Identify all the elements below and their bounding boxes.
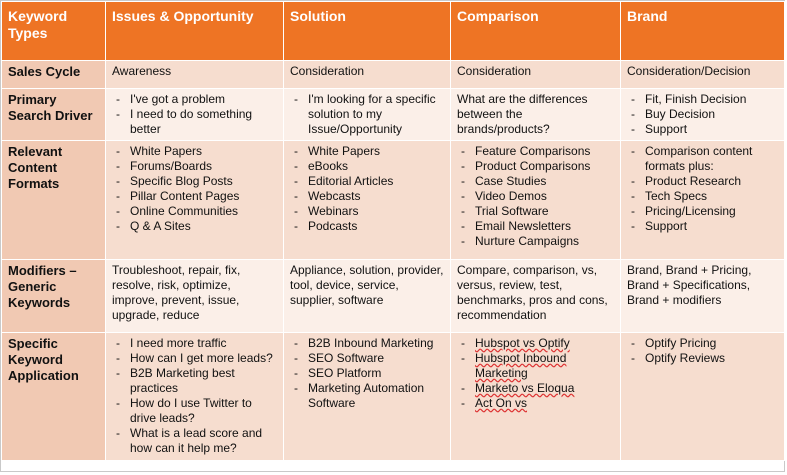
table-cell: Appliance, solution, provider, tool, dev…: [283, 259, 451, 333]
list-item: How can I get more leads?: [112, 351, 277, 366]
list-item: White Papers: [290, 144, 444, 159]
table-cell: I need more traffic How can I get more l…: [105, 332, 284, 461]
list-item: Support: [627, 219, 778, 234]
table-cell: White Papers eBooks Editorial Articles W…: [283, 140, 451, 260]
table-cell: Consideration/Decision: [620, 60, 785, 89]
list-item: Q & A Sites: [112, 219, 277, 234]
table-cell: Troubleshoot, repair, fix, resolve, risk…: [105, 259, 284, 333]
list-item: SEO Software: [290, 351, 444, 366]
list-item: How do I use Twitter to drive leads?: [112, 396, 277, 426]
bullet-list: I'm looking for a specific solution to m…: [290, 92, 444, 137]
list-item: Forums/Boards: [112, 159, 277, 174]
table-cell: B2B Inbound Marketing SEO Software SEO P…: [283, 332, 451, 461]
bullet-list: Hubspot vs Optify Hubspot Inbound Market…: [457, 336, 614, 411]
row-label: Sales Cycle: [1, 60, 106, 89]
list-item: B2B Marketing best practices: [112, 366, 277, 396]
row-label: Modifiers – Generic Keywords: [1, 259, 106, 333]
list-item: Trial Software: [457, 204, 614, 219]
table-cell: White Papers Forums/Boards Specific Blog…: [105, 140, 284, 260]
list-item: Webcasts: [290, 189, 444, 204]
list-item: Webinars: [290, 204, 444, 219]
list-item: Specific Blog Posts: [112, 174, 277, 189]
list-item: Act On vs: [457, 396, 614, 411]
table-row: Specific Keyword Application I need more…: [1, 332, 785, 461]
bullet-list: Fit, Finish Decision Buy Decision Suppor…: [627, 92, 778, 137]
list-item: Support: [627, 122, 778, 137]
row-label: Primary Search Driver: [1, 88, 106, 141]
table-cell: Comparison content formats plus: Product…: [620, 140, 785, 260]
list-item: Pricing/Licensing: [627, 204, 778, 219]
table-cell: Feature Comparisons Product Comparisons …: [450, 140, 621, 260]
list-item: Video Demos: [457, 189, 614, 204]
bullet-list: I need more traffic How can I get more l…: [112, 336, 277, 456]
table-cell: Fit, Finish Decision Buy Decision Suppor…: [620, 88, 785, 141]
table-cell: What are the differences between the bra…: [450, 88, 621, 141]
table-cell: Compare, comparison, vs, versus, review,…: [450, 259, 621, 333]
list-item: Comparison content formats plus:: [627, 144, 778, 174]
header-keyword-types: Keyword Types: [1, 1, 106, 61]
list-item: Podcasts: [290, 219, 444, 234]
table-cell: I'm looking for a specific solution to m…: [283, 88, 451, 141]
list-item: Product Research: [627, 174, 778, 189]
list-item: Hubspot Inbound Marketing: [457, 351, 614, 381]
table-row: Primary Search Driver I've got a problem…: [1, 88, 785, 141]
list-item: I've got a problem: [112, 92, 277, 107]
row-label: Specific Keyword Application: [1, 332, 106, 461]
table-cell: Consideration: [283, 60, 451, 89]
list-item: SEO Platform: [290, 366, 444, 381]
list-item: eBooks: [290, 159, 444, 174]
list-item: Pillar Content Pages: [112, 189, 277, 204]
bullet-list: Feature Comparisons Product Comparisons …: [457, 144, 614, 249]
list-item: White Papers: [112, 144, 277, 159]
list-item: Optify Reviews: [627, 351, 778, 366]
header-issues-opportunity: Issues & Opportunity: [105, 1, 284, 61]
list-item: Marketo vs Eloqua: [457, 381, 614, 396]
list-item: Product Comparisons: [457, 159, 614, 174]
table-row: Relevant Content Formats White Papers Fo…: [1, 140, 785, 260]
list-item: Editorial Articles: [290, 174, 444, 189]
header-row: Keyword Types Issues & Opportunity Solut…: [1, 1, 785, 61]
header-comparison: Comparison: [450, 1, 621, 61]
bullet-list: White Papers eBooks Editorial Articles W…: [290, 144, 444, 234]
list-item: Fit, Finish Decision: [627, 92, 778, 107]
keyword-types-table: Keyword Types Issues & Opportunity Solut…: [1, 1, 785, 461]
list-item: I need to do something better: [112, 107, 277, 137]
bullet-list: White Papers Forums/Boards Specific Blog…: [112, 144, 277, 234]
header-solution: Solution: [283, 1, 451, 61]
table-cell: Brand, Brand + Pricing, Brand + Specific…: [620, 259, 785, 333]
list-item: Case Studies: [457, 174, 614, 189]
list-item: B2B Inbound Marketing: [290, 336, 444, 351]
bullet-list: B2B Inbound Marketing SEO Software SEO P…: [290, 336, 444, 411]
table-cell: Optify Pricing Optify Reviews: [620, 332, 785, 461]
list-item: Email Newsletters: [457, 219, 614, 234]
list-item: Buy Decision: [627, 107, 778, 122]
list-item: Tech Specs: [627, 189, 778, 204]
bullet-list: Comparison content formats plus: Product…: [627, 144, 778, 234]
list-item: Feature Comparisons: [457, 144, 614, 159]
bullet-list: Optify Pricing Optify Reviews: [627, 336, 778, 366]
list-item: Hubspot vs Optify: [457, 336, 614, 351]
row-label: Relevant Content Formats: [1, 140, 106, 260]
list-item: Nurture Campaigns: [457, 234, 614, 249]
table-cell: Hubspot vs Optify Hubspot Inbound Market…: [450, 332, 621, 461]
list-item: Online Communities: [112, 204, 277, 219]
bullet-list: I've got a problem I need to do somethin…: [112, 92, 277, 137]
list-item: Optify Pricing: [627, 336, 778, 351]
table-row: Modifiers – Generic Keywords Troubleshoo…: [1, 259, 785, 333]
table-cell: I've got a problem I need to do somethin…: [105, 88, 284, 141]
table-row: Sales Cycle Awareness Consideration Cons…: [1, 60, 785, 89]
table-cell: Awareness: [105, 60, 284, 89]
table-cell: Consideration: [450, 60, 621, 89]
list-item: Marketing Automation Software: [290, 381, 444, 411]
list-item: I need more traffic: [112, 336, 277, 351]
list-item: I'm looking for a specific solution to m…: [290, 92, 444, 137]
header-brand: Brand: [620, 1, 785, 61]
list-item: What is a lead score and how can it help…: [112, 426, 277, 456]
